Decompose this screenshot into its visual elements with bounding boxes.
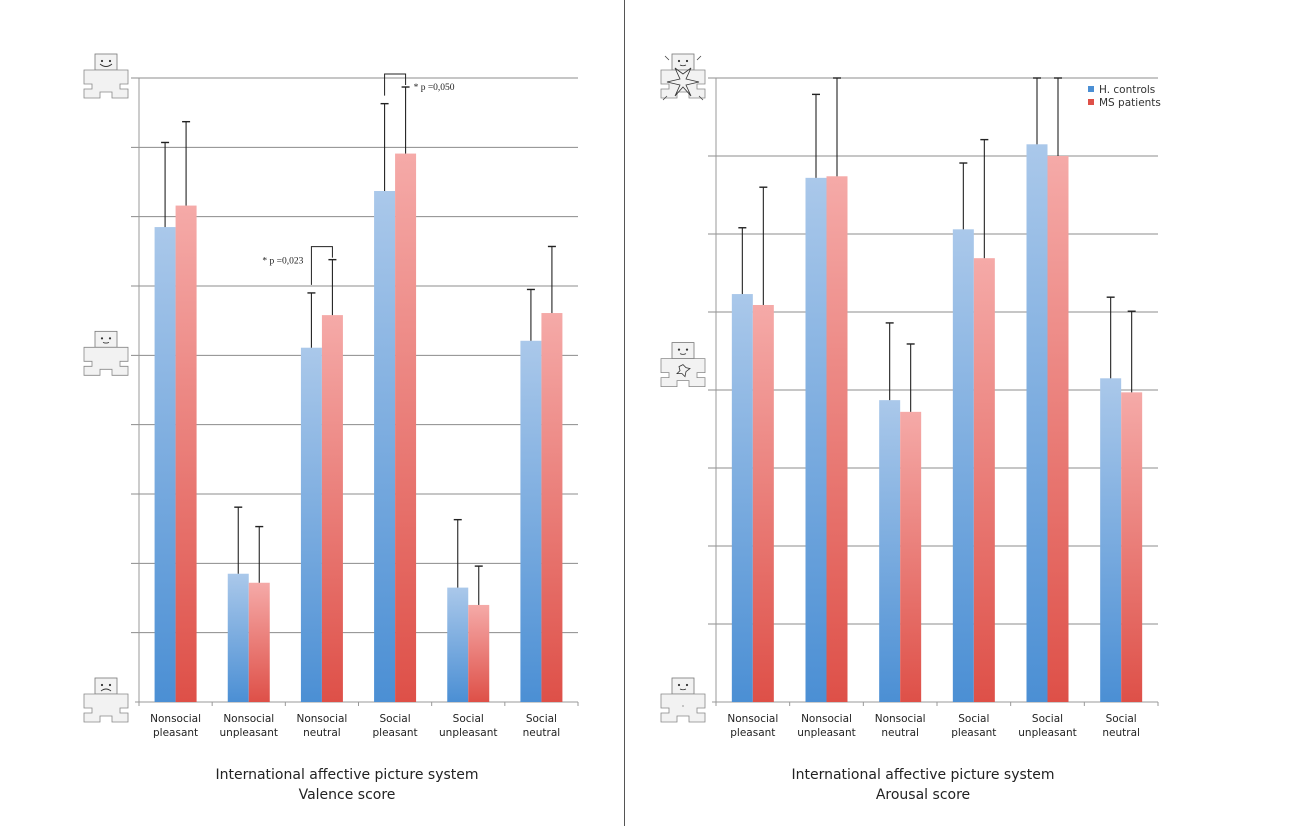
significance-label: * p =0,050 xyxy=(414,83,455,93)
bar-ms-patients-social-neutral xyxy=(1121,392,1143,702)
category-label-nonsocial-neutral: Nonsocial neutral xyxy=(875,713,926,739)
sam-manikin-unhappy-icon xyxy=(83,677,129,723)
sam-manikin-excited-icon xyxy=(660,53,706,101)
bar-ms-patients-social-unpleasant xyxy=(468,604,490,702)
legend-swatch-ms-patients xyxy=(1088,99,1094,105)
valence-chart-title: International affective picture system xyxy=(215,767,478,783)
bar-h-controls-nonsocial-unpleasant xyxy=(805,177,827,703)
sam-manikin-neutral-icon xyxy=(83,330,129,376)
sam-manikin-happy-icon xyxy=(83,53,129,99)
sam-manikin-calm-icon xyxy=(660,677,706,723)
arousal-chart-subtitle: Arousal score xyxy=(876,787,970,803)
bar-h-controls-nonsocial-neutral xyxy=(879,400,901,702)
bar-h-controls-social-unpleasant xyxy=(447,587,469,702)
category-label-social-pleasant: Social pleasant xyxy=(951,713,996,739)
panel-divider xyxy=(624,0,625,826)
valence-bars xyxy=(154,153,563,703)
valence-category-labels: Nonsocial pleasant Nonsocial unpleasant Nons… xyxy=(150,713,560,739)
valence-chart: Nonsocial pleasant Nonsocial unpleasant Nons… xyxy=(83,53,579,803)
category-label-social-unpleasant: Social unpleasant xyxy=(439,713,497,739)
bar-ms-patients-nonsocial-pleasant xyxy=(752,304,774,702)
valence-gridlines xyxy=(131,77,578,634)
significance-bracket xyxy=(384,73,407,96)
category-label-nonsocial-neutral: Nonsocial neutral xyxy=(296,713,347,739)
bar-h-controls-nonsocial-pleasant xyxy=(731,294,753,702)
legend-label-h-controls: H. controls xyxy=(1099,84,1155,96)
bar-ms-patients-social-unpleasant xyxy=(1047,156,1069,702)
bar-ms-patients-nonsocial-unpleasant xyxy=(826,176,848,702)
arousal-bars xyxy=(731,144,1143,703)
arousal-error-bars xyxy=(738,77,1136,412)
bar-h-controls-social-unpleasant xyxy=(1026,144,1048,703)
category-label-nonsocial-unpleasant: Nonsocial unpleasant xyxy=(797,713,855,739)
significance-label: * p =0,023 xyxy=(262,257,303,267)
valence-annotations: * p =0,023 * p =0,050 xyxy=(262,73,455,285)
bar-ms-patients-nonsocial-neutral xyxy=(900,411,922,702)
valence-error-bars xyxy=(161,86,556,605)
category-label-social-pleasant: Social pleasant xyxy=(373,713,418,739)
category-label-nonsocial-pleasant: Nonsocial pleasant xyxy=(727,713,778,739)
category-label-social-neutral: Social neutral xyxy=(523,713,561,739)
significance-bracket xyxy=(310,246,333,285)
bar-ms-patients-social-pleasant xyxy=(973,258,995,702)
valence-chart-subtitle: Valence score xyxy=(299,787,396,803)
legend-label-ms-patients: MS patients xyxy=(1099,97,1161,109)
legend: H. controls MS patients xyxy=(1088,84,1161,109)
bar-ms-patients-nonsocial-unpleasant xyxy=(248,582,270,702)
arousal-scale-icons xyxy=(660,53,706,723)
bar-h-controls-social-neutral xyxy=(520,340,542,702)
arousal-category-labels: Nonsocial pleasant Nonsocial unpleasant Nons… xyxy=(727,713,1140,739)
category-label-social-unpleasant: Social unpleasant xyxy=(1018,713,1076,739)
category-label-nonsocial-pleasant: Nonsocial pleasant xyxy=(150,713,201,739)
arousal-chart-title: International affective picture system xyxy=(791,767,1054,783)
legend-swatch-h-controls xyxy=(1088,86,1094,92)
bar-h-controls-social-pleasant xyxy=(374,191,396,702)
bar-ms-patients-social-pleasant xyxy=(395,153,417,702)
bar-h-controls-social-pleasant xyxy=(952,229,974,702)
bar-h-controls-social-neutral xyxy=(1100,378,1122,702)
bar-ms-patients-social-neutral xyxy=(541,313,563,702)
bar-ms-patients-nonsocial-neutral xyxy=(321,315,343,702)
bar-ms-patients-nonsocial-pleasant xyxy=(175,205,197,702)
bar-h-controls-nonsocial-unpleasant xyxy=(227,573,249,702)
arousal-chart: Nonsocial pleasant Nonsocial unpleasant Nons… xyxy=(660,53,1161,803)
bar-h-controls-nonsocial-neutral xyxy=(300,347,322,702)
arousal-gridlines xyxy=(708,77,1158,625)
valence-scale-icons xyxy=(83,53,129,723)
category-label-social-neutral: Social neutral xyxy=(1102,713,1140,739)
sam-manikin-medium-arousal-icon xyxy=(660,342,706,388)
bar-h-controls-nonsocial-pleasant xyxy=(154,227,176,703)
category-label-nonsocial-unpleasant: Nonsocial unpleasant xyxy=(220,713,278,739)
